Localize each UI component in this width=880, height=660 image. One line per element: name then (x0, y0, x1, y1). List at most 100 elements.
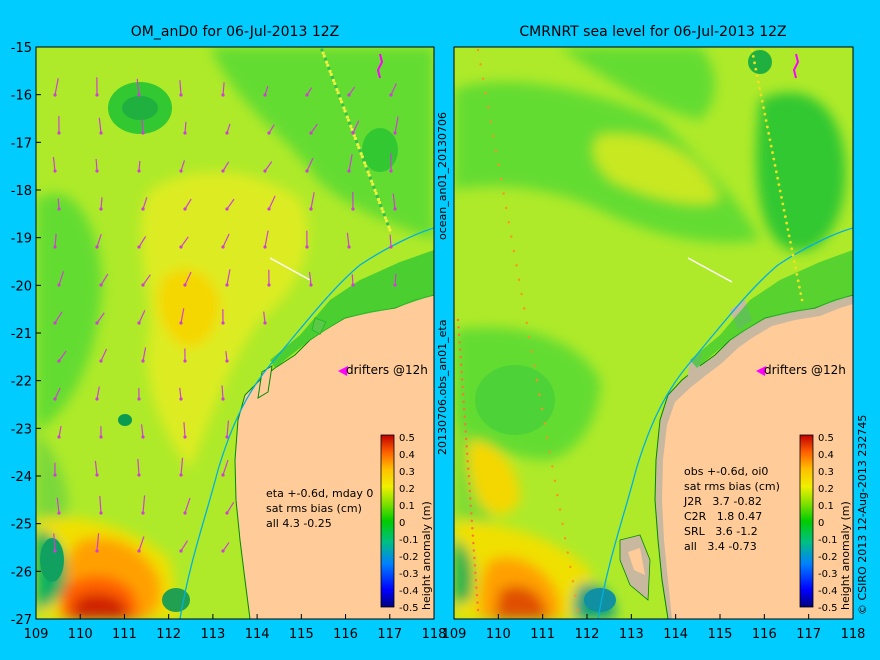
velocity-arrow-head (141, 435, 145, 439)
velocity-arrow-head (179, 397, 183, 401)
track-point (348, 121, 352, 125)
velocity-arrow (184, 198, 192, 210)
velocity-arrow (54, 233, 57, 248)
track-point (346, 118, 351, 122)
track-point (458, 341, 461, 344)
left-colorbar-tick: -0.3 (399, 569, 419, 580)
track-point (456, 318, 460, 322)
track-point (470, 512, 473, 515)
velocity-arrow-head (221, 397, 225, 401)
track-point (378, 200, 382, 205)
track-point (783, 215, 787, 219)
track-point (782, 208, 786, 212)
left-colorbar-tick: -0.4 (399, 586, 419, 597)
track-point (461, 385, 464, 389)
track-point (471, 527, 474, 530)
track-point (499, 178, 503, 181)
track-point (548, 450, 551, 454)
velocity-arrow (95, 158, 98, 172)
velocity-arrow (226, 501, 235, 514)
right-stats-line-5: all 3.4 -0.73 (684, 540, 757, 553)
y-tick-label: -17 (11, 136, 32, 151)
velocity-arrow (264, 161, 273, 172)
velocity-arrow-head (309, 131, 313, 135)
track-point (380, 207, 384, 211)
velocity-arrow-head (225, 283, 229, 287)
velocity-arrow-head (57, 435, 61, 439)
velocity-arrow-head (225, 207, 229, 211)
track-point (767, 131, 771, 135)
track-point (353, 136, 358, 141)
velocity-arrow-head (267, 207, 271, 211)
track-point (368, 176, 373, 180)
track-point (497, 163, 500, 167)
track-point (326, 63, 330, 67)
velocity-arrow-head (53, 549, 57, 553)
right-stats-line-0: obs +-0.6d, oi0 (684, 465, 768, 478)
left-panel: OM_anD0 for 06-Jul-2013 12Z (11, 24, 447, 642)
track-point (563, 537, 567, 540)
right-x-tick-label: 110 (486, 627, 511, 642)
left-satellite-track (320, 48, 392, 232)
track-point (323, 57, 328, 61)
track-point (376, 197, 381, 202)
track-point (350, 127, 354, 131)
track-point (386, 222, 390, 226)
track-point (457, 326, 460, 329)
velocity-arrow (306, 157, 314, 172)
track-point (778, 189, 782, 193)
track-point (474, 571, 477, 575)
right-colorbar-tick: 0.1 (818, 501, 834, 512)
left-x-tick-label: 109 (24, 627, 49, 642)
velocity-arrow-head (267, 283, 271, 287)
velocity-arrow-head (137, 93, 141, 97)
velocity-arrow-head (57, 511, 61, 515)
right-x-tick-label: 117 (796, 627, 821, 642)
track-point (463, 422, 467, 426)
velocity-arrow (264, 230, 269, 248)
track-point (489, 120, 493, 123)
velocity-arrow-head (57, 283, 61, 287)
track-point (774, 170, 778, 174)
track-point (363, 161, 367, 165)
track-point (799, 292, 803, 295)
track-point (780, 196, 783, 199)
right-x-tick-label: 116 (752, 627, 777, 642)
track-point (465, 445, 468, 448)
velocity-arrow (142, 347, 147, 362)
track-point (371, 182, 375, 186)
velocity-arrow-head (95, 549, 99, 553)
right-x-tick-label: 111 (530, 627, 555, 642)
track-point (530, 350, 534, 353)
track-point (339, 100, 344, 104)
track-point (754, 67, 758, 71)
velocity-arrow (348, 86, 356, 96)
track-point (460, 370, 463, 374)
left-x-tick-label: 118 (422, 627, 447, 642)
track-point (335, 88, 339, 92)
velocity-arrow-head (137, 245, 141, 249)
velocity-arrow (138, 236, 147, 248)
track-point (475, 586, 478, 589)
track-point (320, 48, 324, 52)
velocity-arrow-head (141, 283, 145, 287)
velocity-arrow (100, 197, 103, 210)
velocity-arrow (222, 542, 230, 552)
track-point (473, 556, 476, 560)
track-point (794, 266, 797, 270)
right-stats-line-4: SRL 3.6 -1.2 (684, 525, 758, 538)
velocity-arrow (96, 234, 102, 248)
track-point (750, 48, 754, 52)
track-point (476, 608, 480, 612)
track-point (383, 216, 387, 220)
velocity-arrow-head (53, 93, 57, 97)
velocity-arrow-head (305, 245, 309, 249)
velocity-arrow (99, 496, 102, 514)
right-stats-line-2: J2R 3.7 -0.82 (683, 495, 762, 508)
right-drifter-marker (756, 366, 766, 376)
track-point (458, 348, 462, 351)
track-point (768, 138, 772, 142)
velocity-arrow (222, 233, 230, 248)
track-point (484, 91, 487, 95)
right-stats-line-3: C2R 1.8 0.47 (684, 510, 762, 523)
